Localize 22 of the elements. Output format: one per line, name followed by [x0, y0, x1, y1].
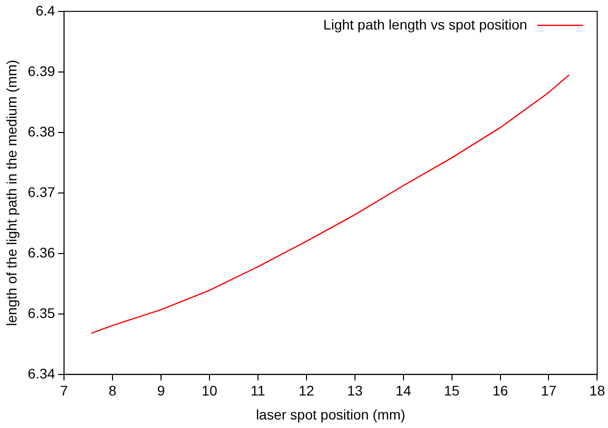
x-tick-label: 14	[396, 382, 412, 399]
x-tick-label: 9	[157, 382, 166, 399]
x-tick-label: 11	[250, 382, 266, 399]
x-tick-label: 15	[444, 382, 460, 399]
y-tick-label: 6.35	[28, 304, 56, 321]
y-tick-label: 6.37	[28, 184, 56, 200]
y-tick-label: 6.39	[28, 62, 56, 79]
x-tick-label: 17	[540, 382, 557, 399]
legend-label: Light path length vs spot position	[323, 16, 528, 32]
x-tick-label: 13	[347, 382, 363, 399]
y-tick-label: 6.34	[28, 365, 56, 382]
y-axis-title: length of the light path in the medium (mm)	[3, 60, 20, 326]
y-tick-label: 6.36	[28, 244, 56, 260]
x-tick-label: 18	[589, 382, 606, 399]
y-tick-label: 6.38	[28, 123, 56, 140]
x-tick-label: 16	[492, 382, 508, 399]
x-tick-label: 12	[298, 382, 314, 399]
y-tick-label: 6.4	[36, 2, 56, 18]
x-tick-label: 10	[202, 382, 218, 399]
x-tick-label: 7	[60, 382, 68, 399]
x-axis-title: laser spot position (mm)	[256, 406, 406, 422]
x-tick-label: 8	[108, 382, 117, 399]
